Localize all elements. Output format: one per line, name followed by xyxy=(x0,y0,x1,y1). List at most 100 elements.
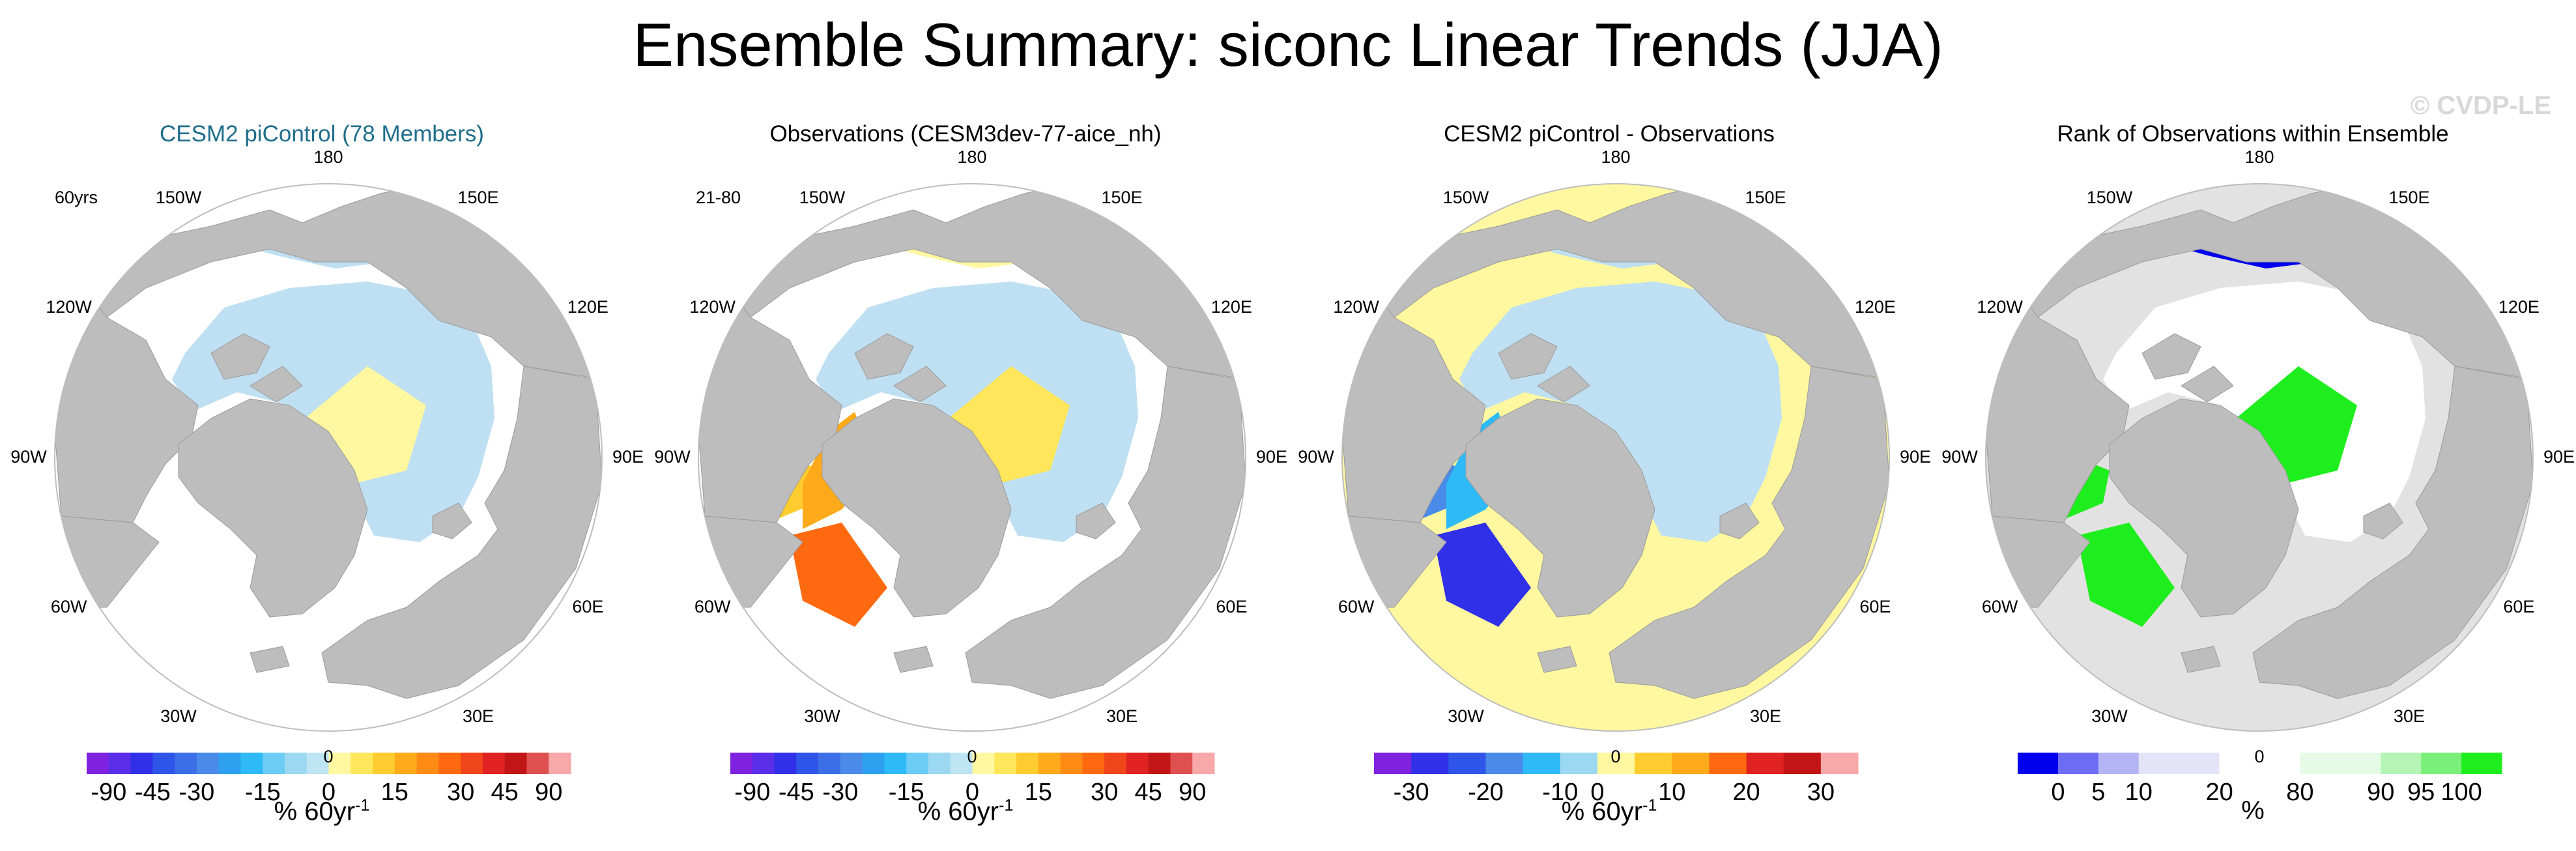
colorbar-tick-label: 90 xyxy=(2367,779,2395,806)
panel-title: CESM2 piControl (78 Members) xyxy=(160,121,484,147)
lon-label-9: 90W xyxy=(10,447,47,467)
lon-label-11: 150W xyxy=(1442,187,1489,207)
colorbar-tick-label: -15 xyxy=(244,779,281,806)
land-america xyxy=(55,280,199,523)
figure-title: Ensemble Summary: siconc Linear Trends (… xyxy=(633,10,1943,79)
polar-map xyxy=(54,183,603,774)
colorbar-tick-label: 15 xyxy=(1024,779,1052,806)
colorbar-tick-label: -20 xyxy=(1467,779,1504,806)
colorbar-unit-text: % xyxy=(2241,796,2265,825)
colorbar-swatch xyxy=(2259,753,2300,774)
colorbar-swatch xyxy=(1448,753,1486,774)
land-iceland xyxy=(250,646,290,673)
lon-label-10: 120W xyxy=(1977,297,2023,317)
land-arch1 xyxy=(210,333,270,380)
lon-label-4: 60E xyxy=(2503,597,2535,616)
colorbar-tick-label: 30 xyxy=(1807,779,1835,806)
lon-label-6: 0 xyxy=(2254,747,2265,766)
lon-label-7: 30W xyxy=(160,706,197,727)
colorbar-swatch xyxy=(950,753,973,774)
colorbar-swatch xyxy=(1672,753,1710,774)
colorbar-swatch xyxy=(1635,753,1672,774)
colorbar-swatch xyxy=(1709,753,1747,774)
lon-label-11: 150W xyxy=(155,187,202,207)
panel-title: CESM2 piControl - Observations xyxy=(1444,121,1775,147)
colorbar-unit-exponent: -1 xyxy=(999,796,1014,815)
colorbar-swatch xyxy=(1783,753,1822,774)
land-arch2 xyxy=(250,366,303,403)
colorbar-swatch xyxy=(306,753,329,774)
colorbar-tick-label: -45 xyxy=(778,779,814,806)
colorbar-tick-label: -45 xyxy=(134,779,171,806)
land-greenland xyxy=(822,398,1012,618)
lon-label-9: 90W xyxy=(1941,447,1978,467)
lon-label-11: 150W xyxy=(799,187,846,207)
colorbar-swatch xyxy=(862,753,885,774)
colorbar-swatch xyxy=(884,753,907,774)
colorbar-tick-label: -30 xyxy=(179,779,215,806)
land-iceland xyxy=(893,646,934,673)
colorbar-swatch xyxy=(2098,753,2140,774)
colorbar-swatch xyxy=(2018,753,2059,774)
lon-label-3: 90E xyxy=(612,447,644,467)
land-arch2 xyxy=(893,366,947,403)
lon-label-10: 120W xyxy=(689,297,736,317)
lon-label-9: 90W xyxy=(1298,447,1334,467)
land-arch1 xyxy=(854,333,914,380)
panel-title: Observations (CESM3dev-77-aice_nh) xyxy=(769,121,1162,147)
colorbar-tick-label: -30 xyxy=(822,779,859,806)
colorbar-tick-label: 20 xyxy=(2205,779,2233,806)
colorbar-swatch xyxy=(928,753,951,774)
polar-map xyxy=(698,183,1246,774)
colorbar-tick-label: -30 xyxy=(1393,779,1429,806)
lon-label-10: 120W xyxy=(1333,297,1379,317)
land-arch2 xyxy=(1537,366,1590,403)
colorbar-tick-label: -90 xyxy=(734,779,771,806)
colorbar-swatch xyxy=(2381,753,2422,774)
colorbar-tick-label: 0 xyxy=(321,779,336,806)
map-boundary xyxy=(54,183,603,732)
lon-label-4: 60E xyxy=(572,597,604,616)
lon-label-7: 30W xyxy=(2091,706,2128,727)
land-america xyxy=(1342,280,1486,523)
land-eurasia xyxy=(321,366,602,699)
lon-label-2: 120E xyxy=(567,297,608,317)
colorbar-swatch xyxy=(1597,753,1635,774)
colorbar-unit: % 60yr-1 xyxy=(1287,796,1931,826)
lon-label-1: 150E xyxy=(1101,187,1143,207)
lon-label-1: 150E xyxy=(1745,187,1786,207)
labrador-rank xyxy=(2077,523,2175,627)
colorbar-swatch xyxy=(2138,753,2180,774)
colorbar-swatch xyxy=(2219,753,2260,774)
colorbar-tick-label: 10 xyxy=(1658,779,1686,806)
colorbar-tick-label: 100 xyxy=(2440,779,2482,806)
colorbar-swatch xyxy=(972,753,995,774)
lon-label-8: 60W xyxy=(50,597,87,616)
lon-label-7: 30W xyxy=(1448,706,1484,727)
colorbar-swatch xyxy=(1016,753,1039,774)
colorbar-swatch xyxy=(1082,753,1105,774)
colorbar-tick-label: 0 xyxy=(2051,779,2065,806)
colorbar-swatch xyxy=(774,753,797,774)
colorbar-swatch xyxy=(2461,753,2502,774)
lon-label-0: 180 xyxy=(957,147,987,167)
colorbar-tick-label: 0 xyxy=(965,779,980,806)
colorbar-swatch xyxy=(1485,753,1524,774)
colorbar-swatch xyxy=(504,753,527,774)
lon-label-0: 180 xyxy=(2244,147,2274,167)
colorbar-swatch xyxy=(351,753,373,774)
land-eurasia xyxy=(965,366,1246,699)
colorbar-swatch xyxy=(284,753,308,774)
colorbar-swatch xyxy=(2421,753,2462,774)
colorbar-swatch xyxy=(218,753,241,774)
colorbar-unit-text: % 60yr xyxy=(274,797,356,826)
land-greenland xyxy=(178,398,368,618)
land-svalbard xyxy=(1076,502,1116,540)
land-iceland xyxy=(1537,646,1577,673)
colorbar-swatch xyxy=(2179,753,2220,774)
land-svalbard xyxy=(432,502,472,540)
colorbar-swatch xyxy=(175,753,197,774)
colorbar-swatch xyxy=(796,753,819,774)
land-svalbard xyxy=(1719,502,1760,540)
colorbar-swatch xyxy=(906,753,929,774)
